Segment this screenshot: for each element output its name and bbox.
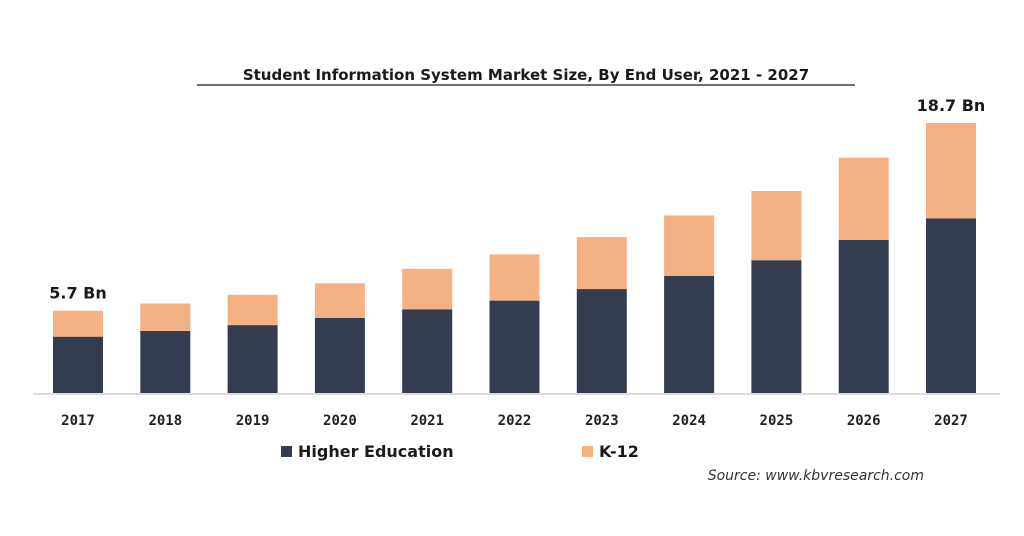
value-label-2027: 18.7 Bn (917, 96, 986, 115)
bars-layer (53, 123, 976, 393)
chart-title: Student Information System Market Size, … (243, 66, 809, 84)
x-tick-label-2018: 2018 (148, 413, 182, 429)
bar-higher-education-2026 (838, 240, 889, 393)
bar-higher-education-2020 (314, 317, 365, 393)
source-note: Source: www.kbvresearch.com (708, 468, 924, 484)
x-tick-label-2023: 2023 (585, 413, 619, 429)
bar-higher-education-2018 (140, 330, 191, 393)
bar-k-12-2024 (664, 215, 715, 276)
bar-higher-education-2022 (489, 300, 540, 393)
x-tick-label-2026: 2026 (847, 413, 881, 429)
bar-higher-education-2017 (53, 336, 103, 393)
legend-swatch-higher-education (281, 446, 292, 457)
x-tick-label-2021: 2021 (410, 413, 444, 429)
bar-higher-education-2027 (926, 218, 976, 393)
x-tick-label-2022: 2022 (498, 413, 532, 429)
x-tick-label-2025: 2025 (760, 413, 794, 429)
bar-k-12-2020 (314, 283, 365, 318)
x-tick-label-2019: 2019 (236, 413, 270, 429)
bar-k-12-2026 (838, 157, 889, 240)
legend-label-higher-education: Higher Education (298, 442, 454, 461)
bar-k-12-2023 (576, 237, 627, 290)
x-tick-label-2027: 2027 (934, 413, 968, 429)
legend-label-k-12: K-12 (599, 442, 639, 461)
bar-k-12-2019 (227, 294, 278, 326)
value-annotations: 5.7 Bn 18.7 Bn (49, 96, 985, 303)
x-axis-ticks: 2017 2018 2019 2020 2021 2022 2023 2024 2025 2026… (61, 413, 968, 429)
bar-k-12-2021 (402, 268, 453, 310)
bar-higher-education-2024 (664, 276, 715, 393)
x-tick-label-2017: 2017 (61, 413, 95, 429)
bar-higher-education-2023 (576, 289, 627, 393)
bar-k-12-2025 (751, 190, 802, 261)
bar-k-12-2022 (489, 254, 540, 301)
x-tick-label-2024: 2024 (672, 413, 706, 429)
value-label-2017: 5.7 Bn (49, 284, 107, 303)
x-tick-label-2020: 2020 (323, 413, 357, 429)
bar-higher-education-2019 (227, 325, 278, 393)
legend-swatch-k-12 (582, 446, 593, 457)
bar-k-12-2018 (140, 303, 191, 331)
legend: Higher Education K-12 (281, 442, 639, 461)
bar-k-12-2017 (53, 310, 103, 337)
bar-k-12-2027 (926, 123, 976, 219)
bar-higher-education-2025 (751, 260, 802, 393)
bar-higher-education-2021 (402, 309, 453, 393)
